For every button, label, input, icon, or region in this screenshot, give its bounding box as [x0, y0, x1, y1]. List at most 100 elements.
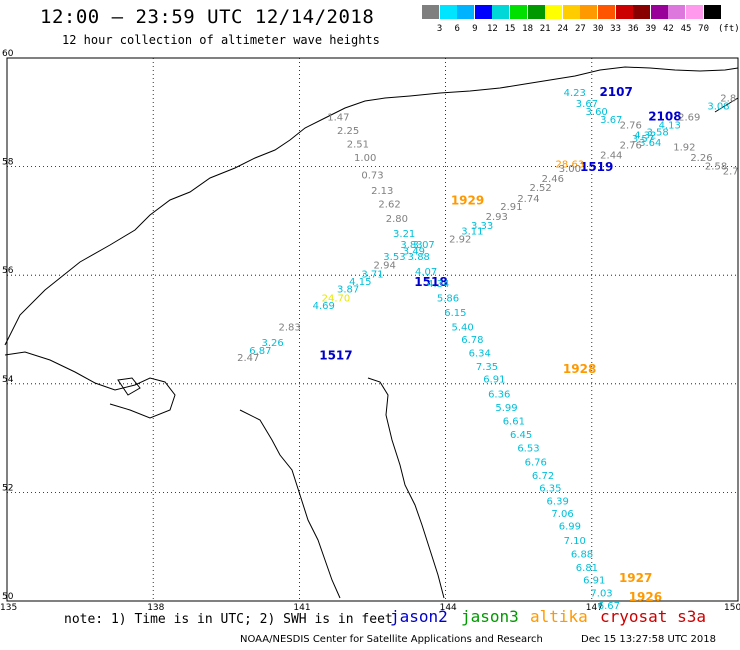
wave-height-value: 2.46 — [542, 174, 564, 185]
wave-height-value: 2.76 — [620, 141, 642, 152]
wave-height-value: 2.80 — [386, 214, 408, 225]
wave-height-value: 3.60 — [586, 107, 608, 118]
wave-height-value: 2.52 — [529, 183, 551, 194]
pass-number: 1929 — [451, 194, 484, 208]
wave-height-value: 2.93 — [486, 212, 508, 223]
color-scale-unit: (ft) — [718, 24, 740, 34]
color-scale-swatch — [439, 5, 457, 19]
wave-height-value: 6.36 — [488, 389, 510, 400]
lon-tick-label: 144 — [440, 603, 457, 613]
wave-height-value: 5.86 — [437, 293, 459, 304]
color-scale-swatch — [598, 5, 615, 19]
wave-height-value: 3.33 — [471, 221, 493, 232]
lat-tick-label: 60 — [2, 49, 14, 59]
wave-height-value: 2.94 — [374, 261, 396, 272]
wave-height-value: 6.76 — [525, 457, 547, 468]
coastline-island-small — [117, 377, 141, 396]
wave-height-value: 3.21 — [393, 229, 415, 240]
color-scale-tick-label: 15 — [504, 24, 516, 34]
wave-height-value: 6.53 — [517, 444, 539, 455]
color-scale-swatch — [545, 5, 563, 19]
wave-height-value: 3.58 — [646, 128, 668, 139]
coastline-mainland-south — [239, 409, 341, 599]
wave-height-value: 6.78 — [461, 335, 483, 346]
wave-height-value: 6.67 — [598, 601, 620, 612]
wave-height-value: 6.35 — [539, 483, 561, 494]
color-scale-tick-label: 21 — [539, 24, 551, 34]
color-scale-swatch — [492, 5, 510, 19]
color-scale-tick-label: 39 — [645, 24, 657, 34]
wave-height-value: 2.83 — [279, 323, 301, 334]
color-scale-tick-label: 6 — [454, 24, 460, 34]
lon-tick-label: 138 — [147, 603, 164, 613]
wave-height-value: 7.06 — [551, 509, 573, 520]
wave-height-value: 3.26 — [261, 338, 283, 349]
wave-height-value: 3.67 — [600, 115, 622, 126]
pass-number: 1927 — [619, 571, 652, 585]
coastline-island-kamchatka-tip — [714, 97, 739, 113]
lat-tick-label: 58 — [2, 158, 14, 168]
wave-height-value: 6.87 — [249, 346, 271, 357]
color-scale-swatch — [615, 5, 633, 19]
wave-height-value: 3.64 — [639, 138, 661, 149]
map-subtitle: 12 hour collection of altimeter wave hei… — [62, 33, 380, 47]
coastline-okhotsk-bay — [4, 351, 176, 419]
color-scale-tick-label: 12 — [486, 24, 498, 34]
wave-height-value: 4.32 — [634, 130, 656, 141]
wave-height-value: 2.44 — [600, 150, 622, 161]
wave-height-value: 5.99 — [495, 403, 517, 414]
coastline-north — [4, 66, 739, 346]
wave-height-value: 4.23 — [564, 88, 586, 99]
color-scale-tick-label: 30 — [592, 24, 604, 34]
wave-height-value: 3.87 — [337, 285, 359, 296]
wave-height-value: 2.7 — [723, 167, 739, 178]
color-scale-swatch — [422, 5, 439, 19]
wave-height-value: 2.58 — [705, 161, 727, 172]
wave-height-value: 6.88 — [571, 550, 593, 561]
color-scale-tick-label: 33 — [610, 24, 622, 34]
color-scale-tick-label: 18 — [522, 24, 534, 34]
wave-height-value: 7.10 — [564, 536, 586, 547]
lon-tick-label: 150 — [724, 603, 740, 613]
wave-height-value: 2.25 — [337, 126, 359, 137]
wave-height-value: 2.62 — [378, 199, 400, 210]
color-scale-swatch — [457, 5, 475, 19]
footer-timestamp: Dec 15 13:27:58 UTC 2018 — [581, 634, 716, 645]
wave-height-value: 2.13 — [371, 186, 393, 197]
wave-height-value: 6.91 — [583, 576, 605, 587]
color-scale-swatch — [580, 5, 598, 19]
color-scale-tick-label: 42 — [662, 24, 674, 34]
wave-height-value: 3.67 — [576, 99, 598, 110]
wave-height-value: 3.88 — [408, 252, 430, 263]
coastline-sakhalin-north — [367, 377, 445, 599]
wave-height-value: 1.92 — [673, 142, 695, 153]
wave-height-value: 6.99 — [559, 521, 581, 532]
legend-entry: jason2 — [390, 607, 448, 626]
color-scale-swatch — [633, 5, 651, 19]
lon-tick-label: 147 — [586, 603, 603, 613]
wave-height-value: 2.92 — [449, 235, 471, 246]
wave-height-value: 3.53 — [383, 252, 405, 263]
lat-tick-label: 52 — [2, 483, 13, 493]
wave-height-value: 6.91 — [483, 375, 505, 386]
color-scale-swatch — [668, 5, 686, 19]
color-scale-tick-label: 45 — [680, 24, 692, 34]
pass-number: 1518 — [414, 275, 447, 289]
wave-height-value: 6.15 — [444, 308, 466, 319]
lon-tick-label: 141 — [293, 603, 310, 613]
wave-height-value: 2.91 — [500, 202, 522, 213]
pass-number: 1517 — [319, 348, 352, 362]
wave-height-value: 7.35 — [476, 362, 498, 373]
wave-height-value: 2.8 — [720, 93, 736, 104]
legend-entry: altika — [530, 607, 588, 626]
wave-height-value: 24.70 — [322, 293, 351, 304]
wave-height-value: 2.51 — [347, 140, 369, 151]
map-title: 12:00 — 23:59 UTC 12/14/2018 — [40, 6, 375, 28]
wave-height-value: 2.47 — [237, 353, 259, 364]
wave-height-value: 2.69 — [678, 112, 700, 123]
color-scale-tick-label: 36 — [627, 24, 639, 34]
color-scale-swatch — [703, 5, 721, 19]
pass-number: 2108 — [648, 109, 681, 123]
pass-labels: 2107 2108 1519 1929 1518 1517 1928 1927 1926 — [319, 85, 681, 604]
